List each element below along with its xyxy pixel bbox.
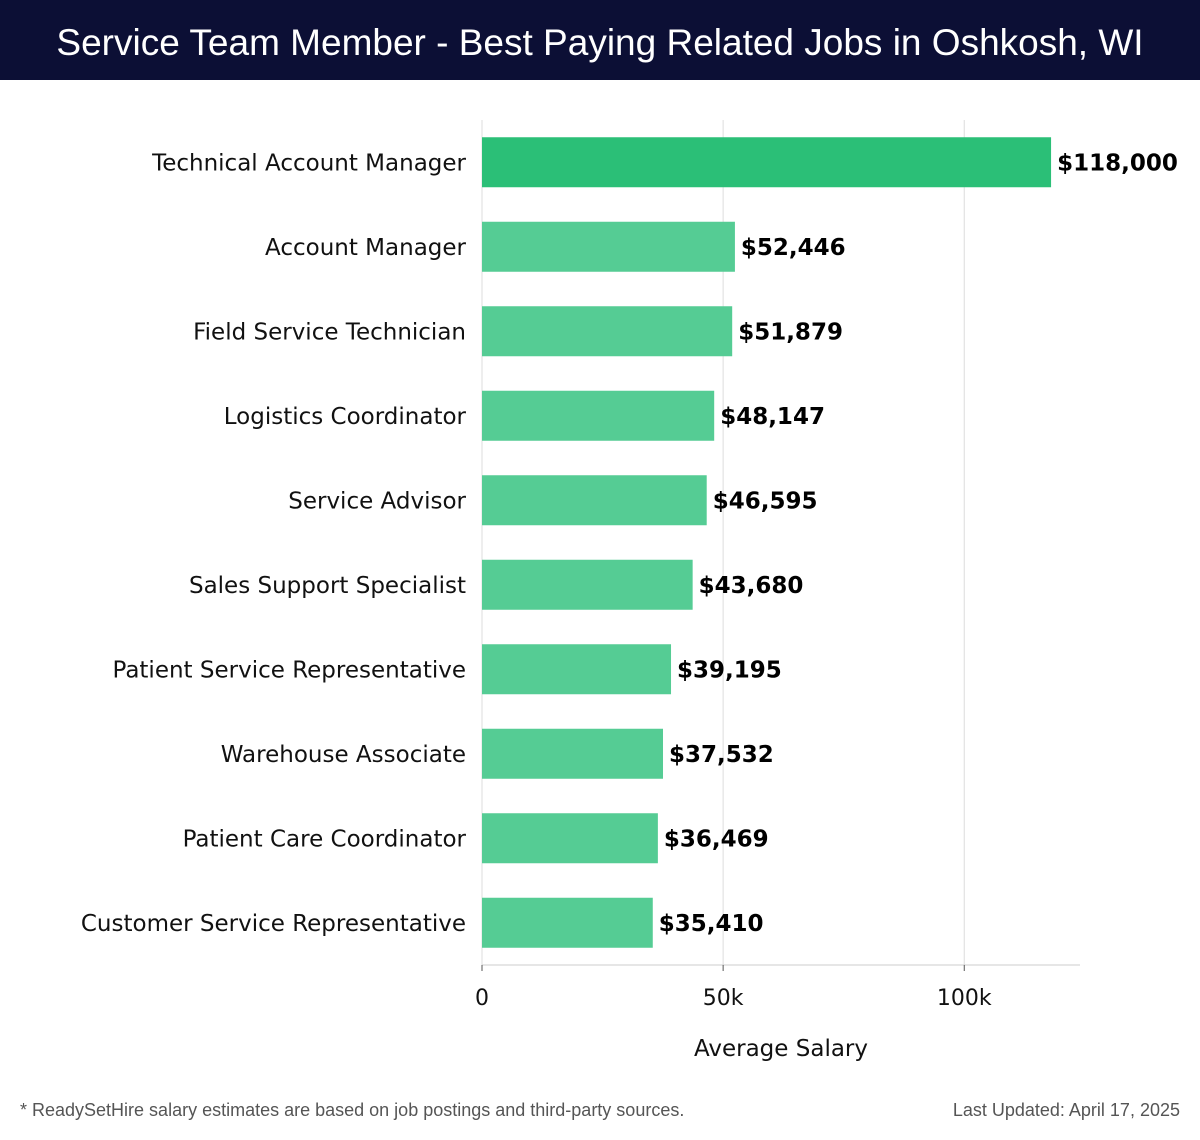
- x-tick-label: 50k: [703, 986, 744, 1011]
- category-label: Customer Service Representative: [81, 911, 466, 937]
- value-label: $35,410: [659, 911, 764, 937]
- salary-bar-chart: Technical Account Manager Account Manager…: [81, 120, 1178, 1062]
- value-label: $51,879: [738, 319, 843, 345]
- bar: [482, 475, 707, 526]
- bar: [482, 306, 733, 357]
- bar: [482, 559, 693, 610]
- value-label: $39,195: [677, 657, 782, 683]
- bar: [482, 137, 1052, 188]
- category-label: Technical Account Manager: [151, 150, 466, 176]
- value-label: $48,147: [720, 404, 825, 430]
- category-labels: Technical Account Manager Account Manager…: [81, 150, 467, 937]
- category-label: Account Manager: [265, 235, 467, 261]
- bar: [482, 897, 653, 948]
- value-label: $36,469: [664, 826, 769, 852]
- value-label: $46,595: [713, 488, 818, 514]
- category-label: Patient Care Coordinator: [183, 826, 467, 852]
- category-label: Sales Support Specialist: [189, 573, 466, 599]
- x-tick-label: 100k: [937, 986, 992, 1011]
- category-label: Warehouse Associate: [221, 742, 466, 768]
- x-tick-label: 0: [475, 986, 489, 1011]
- category-label: Patient Service Representative: [112, 657, 466, 683]
- value-label: $52,446: [741, 235, 846, 261]
- last-updated: Last Updated: April 17, 2025: [952, 1100, 1180, 1120]
- x-axis-title: Average Salary: [694, 1036, 868, 1062]
- value-label: $118,000: [1057, 150, 1178, 176]
- bar: [482, 390, 715, 441]
- value-labels: $118,000 $52,446 $51,879 $48,147 $46,595 $43,…: [659, 150, 1178, 937]
- bar: [482, 221, 735, 272]
- x-axis-ticks: 0 50k 100k: [475, 965, 992, 1011]
- bars: [482, 137, 1052, 948]
- value-label: $43,680: [699, 573, 804, 599]
- bar: [482, 644, 672, 695]
- category-label: Logistics Coordinator: [224, 404, 467, 430]
- bar: [482, 813, 658, 864]
- bar: [482, 728, 664, 779]
- value-label: $37,532: [669, 742, 774, 768]
- header-bar: [0, 0, 1200, 80]
- page-title: Service Team Member - Best Paying Relate…: [56, 22, 1144, 63]
- category-label: Service Advisor: [288, 488, 466, 514]
- category-label: Field Service Technician: [193, 319, 466, 345]
- footnote: * ReadySetHire salary estimates are base…: [20, 1100, 685, 1120]
